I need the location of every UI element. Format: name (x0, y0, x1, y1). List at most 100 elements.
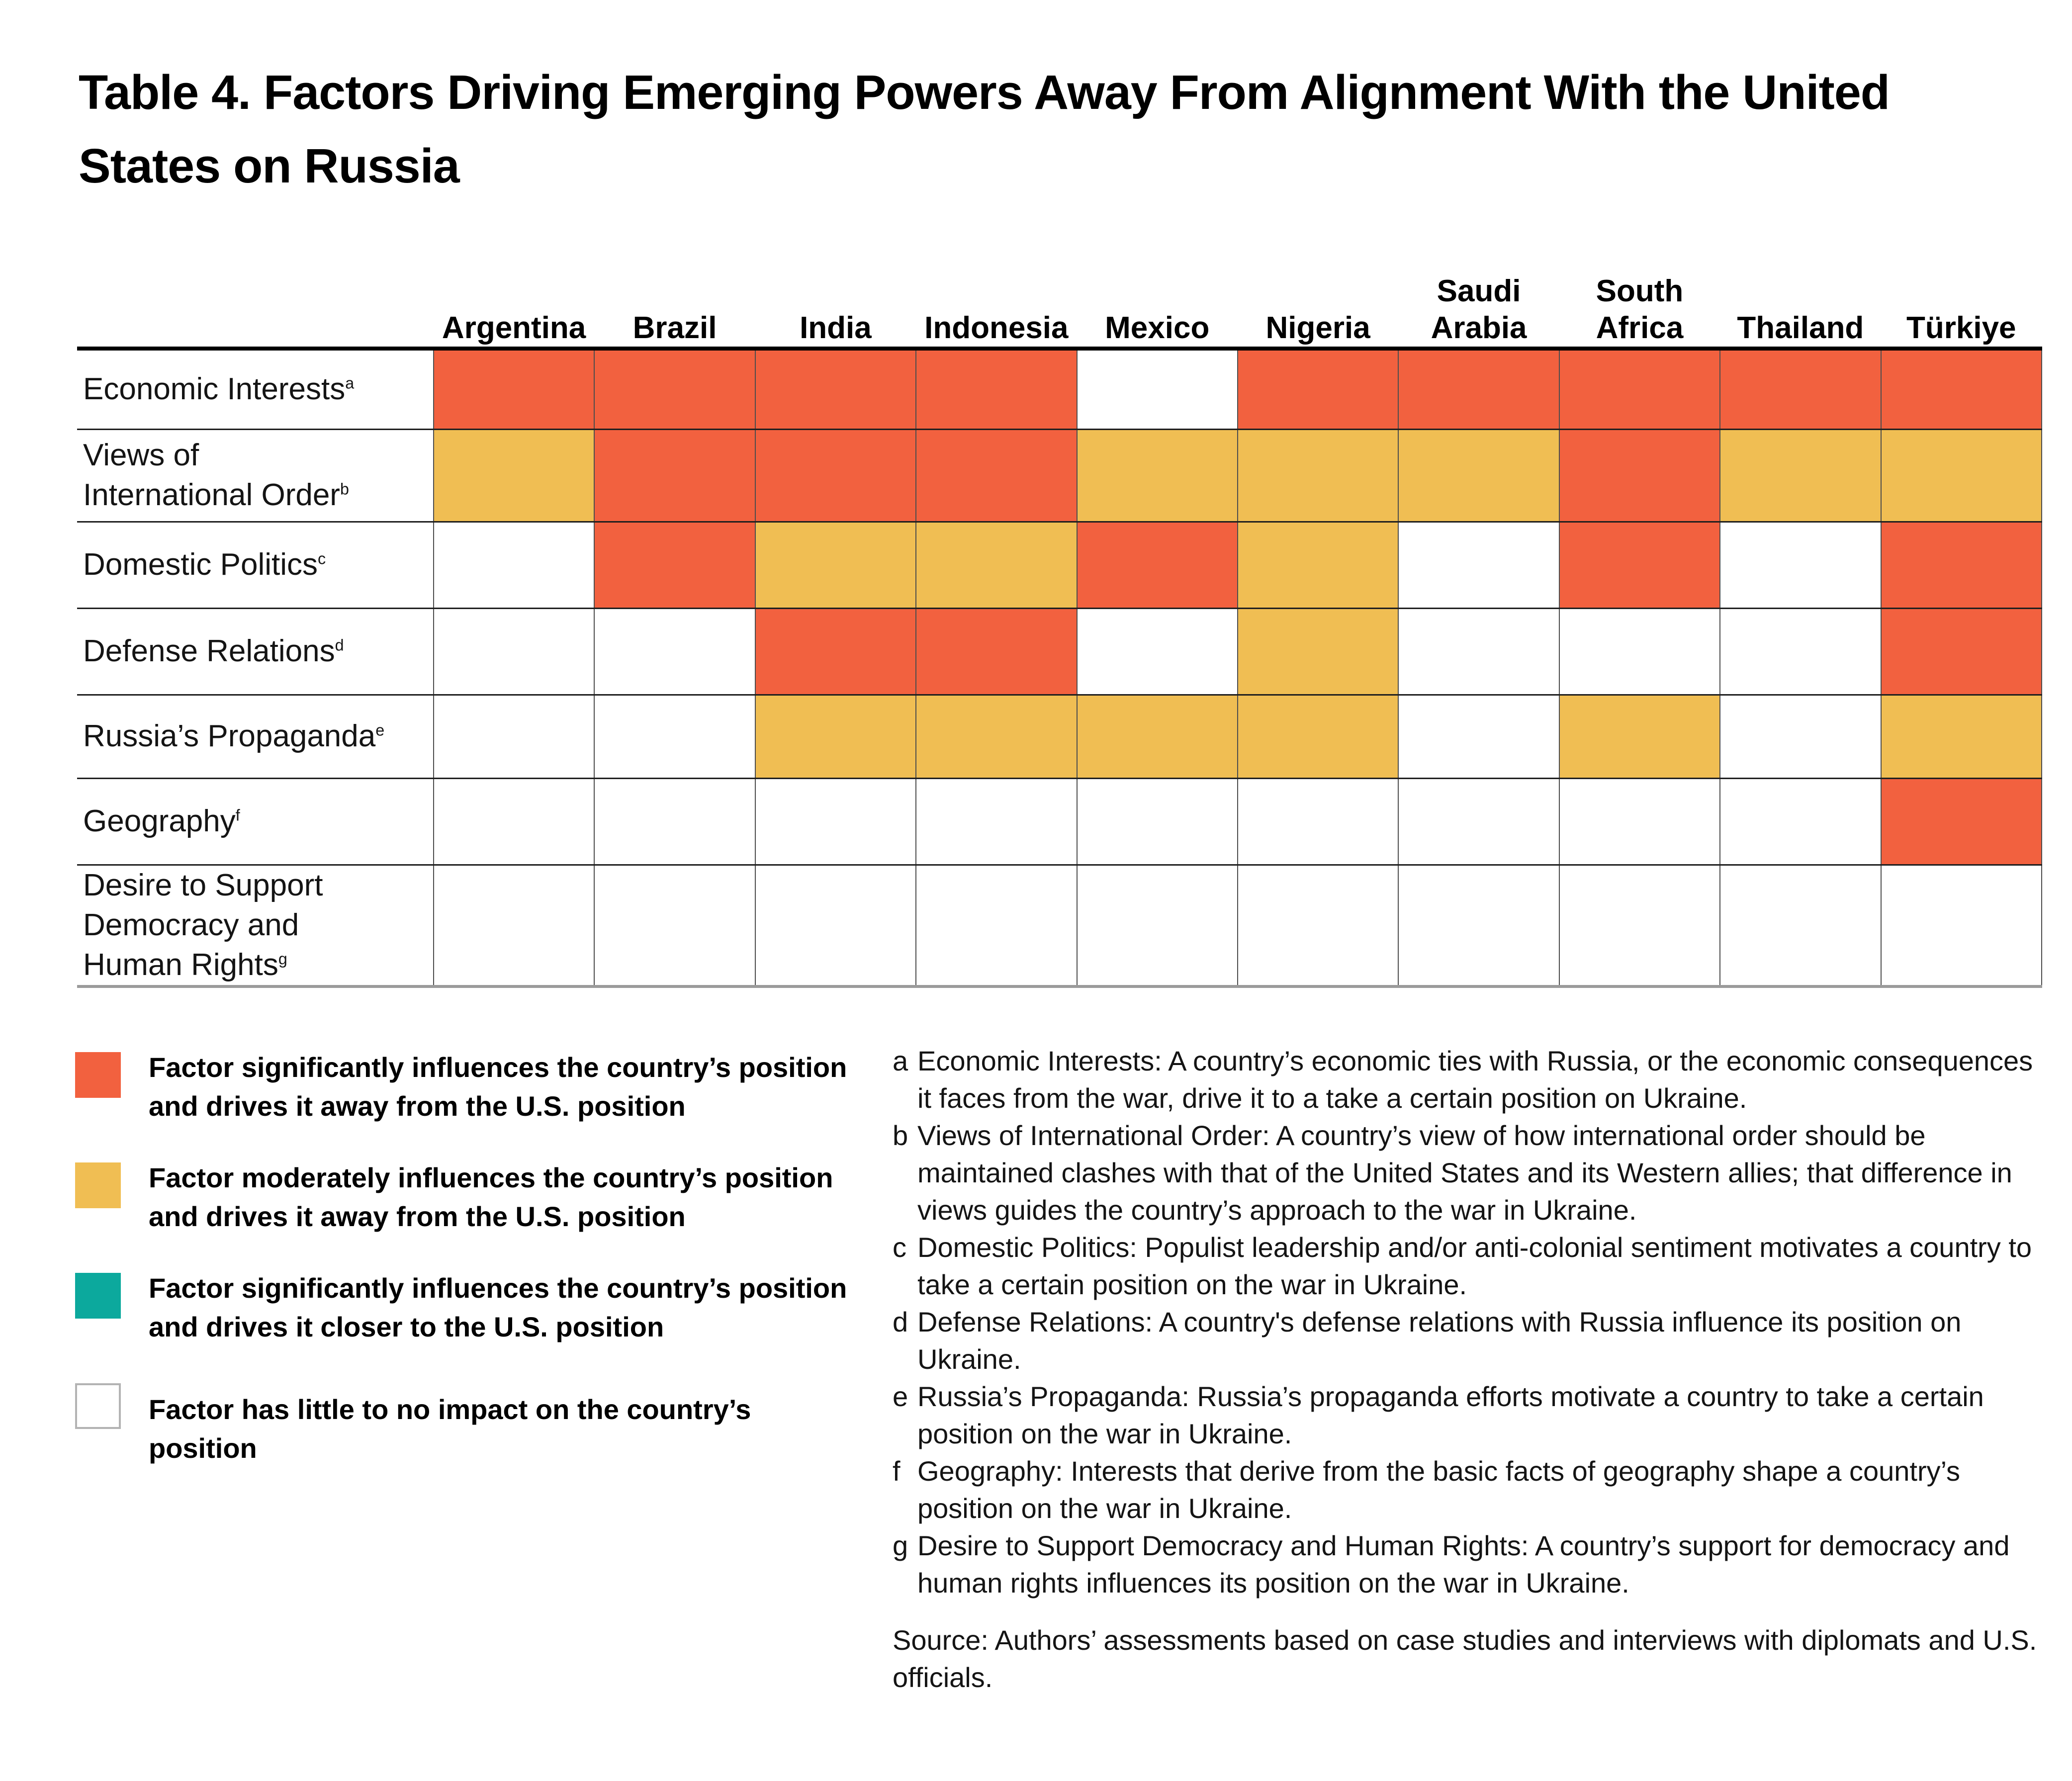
matrix-cell (1076, 429, 1238, 523)
column-header-label: Nigeria (1265, 311, 1370, 345)
matrix-cell (754, 608, 916, 696)
footnote-letter: a (893, 1045, 908, 1076)
matrix-cell (1076, 865, 1238, 988)
matrix-cell (1398, 695, 1559, 779)
matrix-cell (1398, 349, 1559, 430)
matrix-cell (915, 522, 1077, 609)
matrix-cell (1398, 778, 1559, 866)
table-row: Geographyf (77, 778, 2043, 866)
matrix-cell (1558, 429, 1720, 523)
matrix-cell (1719, 349, 1881, 430)
footnote: g Desire to Support Democracy and Human R… (893, 1527, 2044, 1602)
row-label-line: Economic Interests (83, 372, 346, 407)
matrix-cell (1880, 865, 2043, 988)
column-header-south-africa: South Africa (1559, 209, 1720, 351)
source-note: Source: Authors’ assessments based on ca… (893, 1624, 2037, 1693)
column-header-mexico: Mexico (1077, 209, 1238, 351)
matrix-cell (594, 778, 755, 866)
matrix-cell (1880, 695, 2043, 779)
matrix-cell (1880, 778, 2043, 866)
matrix-cell (1237, 608, 1399, 696)
matrix-cell (1558, 778, 1720, 866)
matrix-cell (1398, 429, 1559, 523)
matrix-cell (594, 522, 755, 609)
footnote-letter: d (893, 1306, 908, 1337)
footnote-text: Defense Relations: A country's defense r… (917, 1306, 1962, 1375)
footnote-text: Views of International Order: A country’… (917, 1120, 2012, 1226)
row-label-line: Human Rights (83, 947, 278, 982)
factors-matrix: Argentina Brazil India Indonesia Mexico Niger… (77, 209, 2043, 988)
footnote-letter: c (893, 1232, 906, 1263)
matrix-cell (1237, 429, 1399, 523)
matrix-cell (1719, 429, 1881, 523)
legend: Factor significantly influences the coun… (75, 1052, 901, 1539)
matrix-cell (1558, 608, 1720, 696)
matrix-cell (915, 778, 1077, 866)
matrix-cell (1719, 865, 1881, 988)
matrix-cell (433, 429, 595, 523)
table-row: Desire to Support Democracy and Human Righ… (77, 865, 2043, 988)
matrix-cell (433, 695, 595, 779)
footnote: e Russia’s Propaganda: Russia’s propagand… (893, 1378, 2044, 1452)
footnote-marker: c (318, 549, 326, 568)
legend-swatch (75, 1383, 121, 1429)
legend-label: Factor significantly influences the coun… (149, 1052, 847, 1122)
footnote-marker: a (345, 374, 355, 392)
footnote-letter: g (893, 1530, 908, 1561)
factors-table: Argentina Brazil India Indonesia Mexico Niger… (77, 209, 2043, 988)
column-header-label: Arabia (1431, 311, 1527, 345)
matrix-cell (1076, 695, 1238, 779)
matrix-cell (594, 429, 755, 523)
matrix-cell (1237, 865, 1399, 988)
table-row: Economic Interestsa (77, 349, 2043, 430)
matrix-cell (594, 349, 755, 430)
footnote-text: Desire to Support Democracy and Human Ri… (917, 1530, 2010, 1599)
column-header-indonesia: Indonesia (916, 209, 1077, 351)
matrix-cell (1398, 865, 1559, 988)
column-header-nigeria: Nigeria (1237, 209, 1399, 351)
column-header-label: Africa (1596, 311, 1684, 345)
matrix-cell (433, 522, 595, 609)
matrix-cell (1237, 695, 1399, 779)
matrix-cell (915, 695, 1077, 779)
matrix-cell (1719, 608, 1881, 696)
column-header-brazil: Brazil (594, 209, 755, 351)
footnote-text: Russia’s Propaganda: Russia’s propaganda… (917, 1381, 1984, 1449)
legend-swatch (75, 1162, 121, 1208)
row-label-line: International Order (83, 478, 340, 512)
column-header-label: Indonesia (924, 311, 1069, 345)
table-row: Defense Relationsd (77, 608, 2043, 696)
matrix-cell (1558, 695, 1720, 779)
legend-label: Factor has little to no impact on the co… (149, 1394, 751, 1464)
column-header-label: Saudi (1437, 274, 1521, 308)
matrix-cell (1398, 522, 1559, 609)
matrix-cell (754, 349, 916, 430)
footnote-text: Geography: Interests that derive from th… (917, 1455, 1961, 1524)
matrix-cell (433, 778, 595, 866)
figure-title: Table 4. Factors Driving Emerging Powers… (79, 65, 1890, 193)
footnote-text: Domestic Politics: Populist leadership a… (917, 1232, 2032, 1300)
footnote-letter: e (893, 1381, 908, 1412)
row-label: Russia’s Propagandae (77, 695, 434, 779)
footnotes: a Economic Interests: A country’s economi… (893, 1042, 2044, 1696)
column-header-spacer (77, 209, 434, 351)
matrix-cell (915, 349, 1077, 430)
matrix-cell (915, 608, 1077, 696)
matrix-cell (1076, 778, 1238, 866)
matrix-cell (433, 608, 595, 696)
footnote: d Defense Relations: A country's defense … (893, 1303, 2044, 1378)
legend-swatch (75, 1273, 121, 1319)
matrix-cell (1076, 522, 1238, 609)
footnote: b Views of International Order: A country… (893, 1117, 2044, 1229)
footnote-text: Economic Interests: A country’s economic… (917, 1045, 2033, 1114)
matrix-cell (1076, 349, 1238, 430)
footnote: a Economic Interests: A country’s economi… (893, 1042, 2044, 1117)
row-label-line: Views of (83, 438, 199, 472)
column-header-label: India (800, 311, 872, 345)
row-label: Views of International Orderb (77, 429, 434, 523)
matrix-cell (1237, 349, 1399, 430)
row-label-line: Domestic Politics (83, 547, 318, 582)
row-label-line: Geography (83, 804, 236, 838)
matrix-cell (1880, 608, 2043, 696)
